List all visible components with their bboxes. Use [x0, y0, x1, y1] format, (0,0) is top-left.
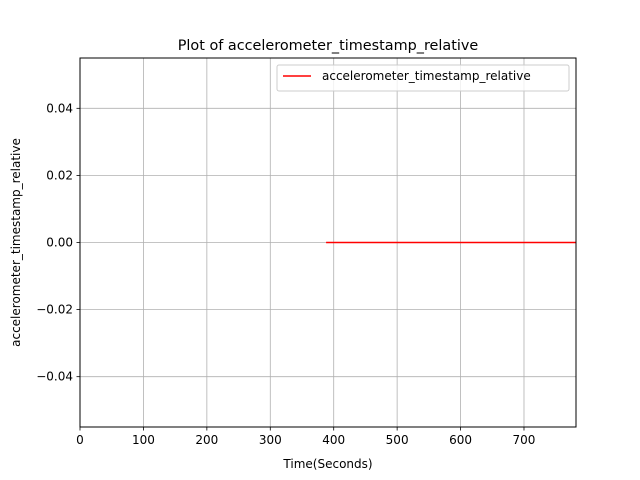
x-axis-label: Time(Seconds) — [282, 457, 372, 471]
y-ticks: −0.04 −0.02 0.00 0.02 0.04 — [36, 101, 80, 384]
x-tick-label: 600 — [449, 433, 472, 447]
legend-box — [276, 64, 570, 92]
y-tick-label: 0.04 — [46, 101, 73, 115]
legend-label: accelerometer_timestamp_relative — [322, 69, 531, 83]
x-ticks: 0 100 200 300 400 500 600 700 — [76, 427, 535, 447]
x-tick-label: 500 — [386, 433, 409, 447]
x-tick-label: 700 — [513, 433, 536, 447]
y-tick-label: −0.02 — [36, 303, 73, 317]
legend: accelerometer_timestamp_relative — [276, 64, 570, 92]
chart-title: Plot of accelerometer_timestamp_relative — [178, 38, 479, 54]
y-tick-label: 0.02 — [46, 168, 73, 182]
x-tick-label: 100 — [132, 433, 155, 447]
x-tick-label: 200 — [195, 433, 218, 447]
y-axis-label: accelerometer_timestamp_relative — [9, 138, 23, 347]
x-tick-label: 0 — [76, 433, 84, 447]
x-tick-label: 400 — [322, 433, 345, 447]
y-tick-label: −0.04 — [36, 370, 73, 384]
y-tick-label: 0.00 — [46, 236, 73, 250]
x-tick-label: 300 — [259, 433, 282, 447]
